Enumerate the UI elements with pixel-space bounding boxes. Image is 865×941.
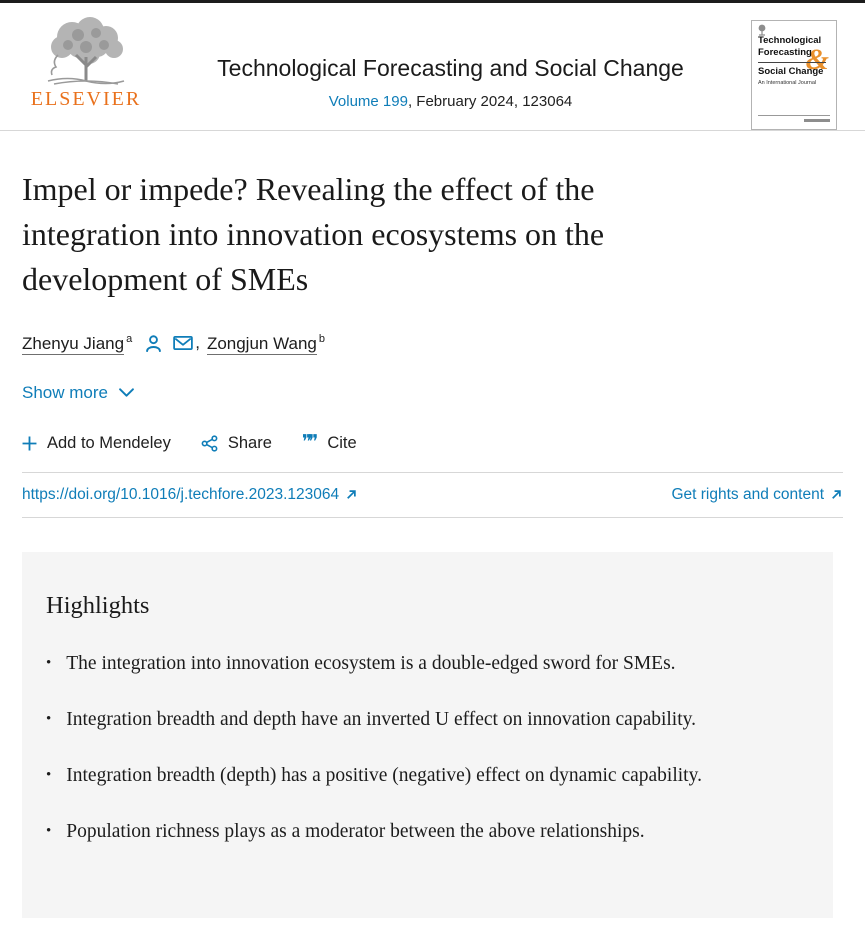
elsevier-logo[interactable]: ELSEVIER [22, 17, 150, 111]
highlight-text: Population richness plays as a moderator… [66, 820, 645, 842]
issue-date-text: , February 2024, 123064 [407, 93, 573, 110]
cover-subtitle: An International Journal [758, 80, 817, 86]
volume-issue-line: Volume 199, February 2024, 123064 [150, 93, 751, 110]
highlight-item: • Integration breadth (depth) has a posi… [46, 759, 746, 792]
affiliation-mark: b [318, 333, 325, 345]
share-icon [201, 435, 218, 452]
journal-header: ELSEVIER Technological Forecasting and S… [0, 3, 865, 131]
highlights-section: Highlights • The integration into innova… [22, 551, 833, 918]
journal-title-link[interactable]: Technological Forecasting and Social Cha… [217, 55, 684, 81]
journal-cover-thumbnail[interactable]: & Technological Forecasting Social Chang… [751, 20, 837, 130]
plus-icon [22, 436, 37, 451]
show-more-button[interactable]: Show more [22, 383, 134, 403]
affiliation-mark: a [126, 333, 133, 345]
cover-title-line1: Technological [758, 35, 822, 46]
journal-header-center: Technological Forecasting and Social Cha… [150, 17, 751, 110]
bullet-marker: • [46, 822, 52, 839]
author-person-icon[interactable] [144, 334, 163, 353]
volume-link[interactable]: Volume 199 [328, 93, 408, 110]
highlight-text: Integration breadth and depth have an in… [66, 708, 696, 730]
author-email-icon[interactable] [173, 335, 193, 351]
article-actions-toolbar: Add to Mendeley Share ❞❞ Cite [22, 432, 843, 454]
show-more-label: Show more [22, 382, 108, 402]
elsevier-wordmark: ELSEVIER [30, 88, 142, 110]
author-link[interactable]: Zhenyu Jiang a [22, 333, 133, 355]
bullet-marker: • [46, 766, 52, 783]
window-top-edge [0, 0, 865, 3]
highlight-item: • Population richness plays as a moderat… [46, 815, 746, 848]
cover-ampersand: & [805, 43, 829, 76]
author-list: Zhenyu Jiang a , Zongjun Wang b [22, 333, 843, 355]
chevron-down-icon [119, 388, 134, 397]
highlight-text: Integration breadth (depth) has a positi… [66, 764, 702, 786]
share-button[interactable]: Share [201, 434, 272, 453]
bullet-marker: • [46, 710, 52, 727]
cover-title-line3: Social Change [758, 66, 824, 77]
share-label: Share [227, 433, 272, 452]
cover-title-line2: Forecasting [758, 47, 812, 58]
cover-footer-marks [758, 115, 830, 122]
add-to-mendeley-label: Add to Mendeley [47, 433, 171, 452]
cite-label: Cite [327, 433, 357, 452]
doi-rights-row: https://doi.org/10.1016/j.techfore.2023.… [22, 471, 843, 518]
article-header-main: Impel or impede? Revealing the effect of… [0, 167, 865, 918]
external-link-icon [830, 488, 843, 501]
get-rights-link[interactable]: Get rights and content [671, 486, 843, 504]
elsevier-tree-icon [22, 17, 150, 87]
author-link[interactable]: Zongjun Wang b [206, 333, 325, 355]
cite-button[interactable]: ❞❞ Cite [301, 432, 357, 454]
author-separator: , [195, 333, 200, 353]
cover-mini-logo-icon [757, 24, 767, 36]
doi-link[interactable]: https://doi.org/10.1016/j.techfore.2023.… [22, 486, 358, 504]
cover-rule [758, 62, 826, 63]
highlights-heading: Highlights [46, 591, 150, 619]
highlight-item: • The integration into innovation ecosys… [46, 647, 746, 680]
highlights-list: • The integration into innovation ecosys… [46, 647, 793, 848]
external-link-icon [345, 488, 358, 501]
article-title: Impel or impede? Revealing the effect of… [22, 171, 605, 297]
bullet-marker: • [46, 654, 52, 671]
add-to-mendeley-button[interactable]: Add to Mendeley [22, 434, 171, 453]
highlight-text: The integration into innovation ecosyste… [66, 652, 676, 674]
cite-quote-icon: ❞❞ [301, 432, 319, 454]
highlight-item: • Integration breadth and depth have an … [46, 703, 746, 736]
